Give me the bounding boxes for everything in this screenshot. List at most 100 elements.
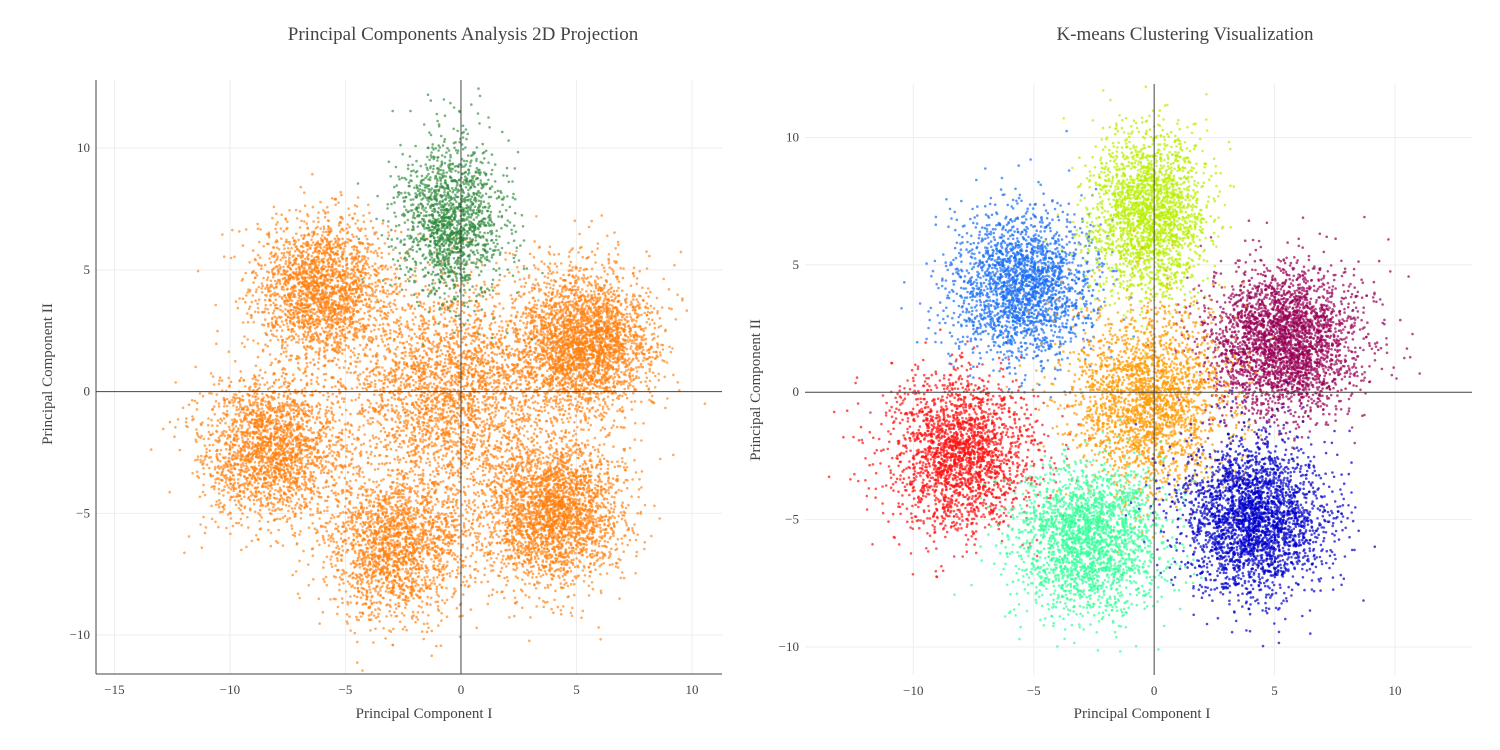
- scatter-point: [651, 401, 654, 404]
- scatter-point: [381, 256, 384, 259]
- scatter-point: [631, 374, 634, 377]
- scatter-point: [374, 262, 377, 265]
- scatter-point: [298, 338, 301, 341]
- scatter-point: [332, 274, 335, 277]
- scatter-point: [317, 211, 320, 214]
- scatter-point: [355, 257, 358, 260]
- scatter-point: [303, 264, 306, 267]
- scatter-point: [327, 269, 330, 272]
- scatter-point: [584, 418, 587, 421]
- scatter-point: [366, 238, 369, 241]
- scatter-point: [533, 334, 536, 337]
- scatter-point: [262, 277, 265, 280]
- scatter-point: [513, 306, 516, 309]
- scatter-point: [343, 312, 346, 315]
- scatter-point: [573, 285, 576, 288]
- scatter-point: [330, 269, 333, 272]
- scatter-point: [339, 318, 342, 321]
- scatter-point: [346, 311, 349, 314]
- scatter-point: [373, 317, 376, 320]
- scatter-point: [327, 304, 330, 307]
- scatter-point: [524, 420, 527, 423]
- scatter-point: [288, 256, 291, 259]
- scatter-point: [364, 284, 367, 287]
- scatter-point: [326, 280, 329, 283]
- scatter-point: [500, 334, 503, 337]
- scatter-point: [335, 334, 338, 337]
- scatter-point: [577, 322, 580, 325]
- scatter-point: [267, 276, 270, 279]
- scatter-point: [363, 354, 366, 357]
- scatter-point: [561, 379, 564, 382]
- scatter-point: [233, 255, 236, 258]
- scatter-point: [636, 338, 639, 341]
- scatter-point: [269, 339, 272, 342]
- scatter-point: [330, 228, 333, 231]
- scatter-point: [637, 305, 640, 308]
- scatter-point: [634, 331, 637, 334]
- scatter-point: [324, 250, 327, 253]
- scatter-point: [316, 304, 319, 307]
- scatter-point: [290, 317, 293, 320]
- scatter-point: [300, 286, 303, 289]
- scatter-point: [527, 314, 530, 317]
- scatter-point: [337, 321, 340, 324]
- scatter-point: [274, 358, 277, 361]
- scatter-point: [295, 209, 298, 212]
- scatter-point: [369, 315, 372, 318]
- scatter-point: [311, 259, 314, 262]
- scatter-point: [264, 307, 267, 310]
- scatter-point: [367, 272, 370, 275]
- scatter-point: [606, 273, 609, 276]
- scatter-point: [315, 270, 318, 273]
- scatter-point: [561, 301, 564, 304]
- scatter-point: [300, 220, 303, 223]
- scatter-point: [568, 382, 571, 385]
- scatter-point: [331, 325, 334, 328]
- scatter-point: [645, 358, 648, 361]
- scatter-point: [261, 311, 264, 314]
- scatter-point: [312, 312, 315, 315]
- scatter-point: [367, 204, 370, 207]
- scatter-point: [340, 310, 343, 313]
- scatter-point: [305, 338, 308, 341]
- scatter-point: [357, 286, 360, 289]
- scatter-point: [555, 402, 558, 405]
- scatter-point: [350, 317, 353, 320]
- scatter-point: [659, 351, 662, 354]
- scatter-point: [325, 305, 328, 308]
- scatter-point: [311, 173, 314, 176]
- scatter-point: [303, 320, 306, 323]
- scatter-point: [354, 266, 357, 269]
- scatter-point: [621, 289, 624, 292]
- scatter-point: [332, 336, 335, 339]
- scatter-point: [632, 309, 635, 312]
- scatter-point: [282, 266, 285, 269]
- scatter-point: [381, 264, 384, 267]
- scatter-point: [553, 253, 556, 256]
- scatter-point: [626, 313, 629, 316]
- scatter-point: [358, 280, 361, 283]
- scatter-point: [529, 253, 532, 256]
- scatter-point: [325, 244, 328, 247]
- scatter-point: [508, 449, 511, 452]
- scatter-point: [632, 392, 635, 395]
- scatter-point: [274, 315, 277, 318]
- scatter-point: [640, 439, 643, 442]
- scatter-point: [635, 312, 638, 315]
- scatter-point: [383, 301, 386, 304]
- scatter-point: [268, 286, 271, 289]
- scatter-point: [616, 312, 619, 315]
- scatter-point: [514, 349, 517, 352]
- scatter-point: [349, 305, 352, 308]
- scatter-point: [633, 336, 636, 339]
- scatter-point: [317, 240, 320, 243]
- scatter-point: [292, 321, 295, 324]
- scatter-point: [365, 302, 368, 305]
- scatter-point: [356, 361, 359, 364]
- scatter-point: [275, 213, 278, 216]
- scatter-point: [373, 233, 376, 236]
- scatter-point: [510, 314, 513, 317]
- scatter-point: [616, 426, 619, 429]
